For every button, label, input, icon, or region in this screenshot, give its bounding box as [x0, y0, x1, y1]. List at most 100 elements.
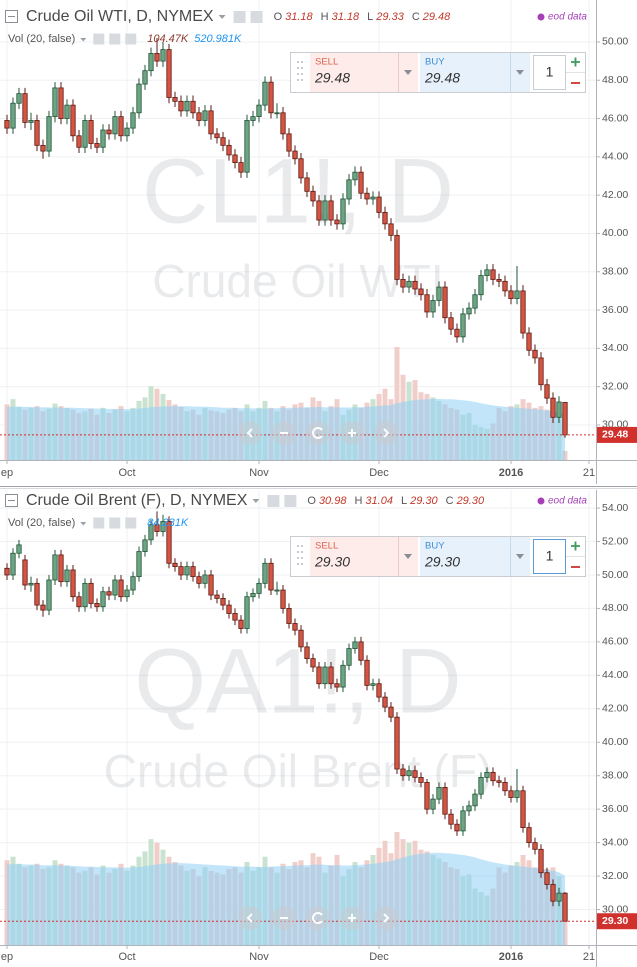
candle-body	[16, 93, 22, 104]
volume-icon[interactable]	[109, 517, 121, 529]
candle-body	[208, 110, 214, 135]
y-tick-label: 42.00	[602, 703, 628, 715]
volume-icon[interactable]	[109, 33, 121, 45]
grip-dot	[301, 79, 303, 81]
sell-dropdown[interactable]	[404, 554, 412, 559]
x-tick-label: Nov	[249, 951, 269, 963]
quantity-box[interactable]	[533, 539, 566, 574]
candle-body	[460, 313, 466, 338]
title-icon[interactable]	[284, 495, 297, 507]
volume-value: 84.231K	[147, 517, 189, 529]
candle-body	[538, 357, 544, 386]
last-price-tag	[597, 426, 637, 443]
volume-dropdown[interactable]	[80, 38, 87, 42]
quantity: 1	[546, 64, 554, 80]
sell-button[interactable]	[310, 53, 418, 92]
candle-body	[370, 196, 376, 200]
candle-body	[490, 269, 496, 280]
buy-button[interactable]	[420, 537, 530, 576]
buy-dropdown[interactable]	[516, 554, 524, 559]
candle-body	[178, 100, 184, 112]
y-tick-label: 48.00	[602, 602, 628, 614]
candle-body	[268, 81, 274, 114]
volume-icon[interactable]	[93, 517, 105, 529]
nav-button[interactable]	[238, 421, 262, 445]
buy-button[interactable]	[420, 53, 530, 92]
ohlc-value: 31.04	[365, 495, 393, 507]
candle-body	[358, 171, 364, 194]
candle-body	[430, 300, 436, 313]
candle-body	[424, 782, 430, 810]
nav-icon-right	[383, 428, 390, 438]
candle-body	[370, 683, 376, 686]
candle-body	[280, 112, 286, 135]
candle-body	[442, 787, 448, 815]
nav-button[interactable]	[374, 421, 398, 445]
quantity-box[interactable]	[533, 55, 566, 90]
volume-legend: Vol (20, false)	[8, 33, 75, 45]
nav-button[interactable]	[306, 421, 330, 445]
candle-body	[376, 683, 382, 698]
sell-button[interactable]	[310, 537, 418, 576]
y-tick-label: 30.00	[602, 903, 628, 915]
candle-body	[406, 770, 412, 777]
candle-body	[184, 566, 190, 576]
chart-title: Crude Oil Brent (F), D, NYMEX	[26, 492, 248, 509]
candle-body	[64, 104, 70, 119]
last-price-tag-label: 29.48	[602, 429, 628, 441]
candle-body	[52, 554, 58, 581]
candle-body	[436, 286, 442, 301]
data-source: eod data	[548, 12, 587, 23]
title-icon[interactable]	[250, 11, 263, 23]
grip-dot	[297, 545, 299, 547]
candle-body	[352, 171, 358, 181]
stepper-plus[interactable]	[571, 57, 580, 67]
nav-icon-left	[246, 913, 253, 923]
candle-body	[256, 582, 262, 594]
nav-icon-plus	[348, 429, 356, 437]
title-dropdown[interactable]	[252, 499, 260, 503]
candle-body	[106, 129, 112, 135]
x-tick-label: ep	[1, 467, 13, 479]
candle-body	[334, 683, 340, 688]
nav-button[interactable]	[306, 906, 330, 930]
y-tick-label: 34.00	[602, 342, 628, 354]
candle-body	[244, 120, 250, 173]
candle-body	[484, 269, 490, 276]
candle-body	[430, 798, 436, 810]
ohlc-label: L	[401, 495, 407, 507]
grip-dot	[297, 557, 299, 559]
x-tick-label: Dec	[369, 467, 389, 479]
sell-label: SELL	[315, 541, 338, 552]
volume-icon[interactable]	[93, 33, 105, 45]
title-dropdown[interactable]	[218, 15, 226, 19]
volume-dropdown[interactable]	[80, 522, 87, 526]
candle-body	[394, 716, 400, 770]
grip-dot	[297, 79, 299, 81]
buy-price: 29.30	[424, 554, 460, 570]
candle-body	[130, 576, 136, 591]
candle-body	[388, 223, 394, 236]
nav-button[interactable]	[374, 906, 398, 930]
ohlc-label: L	[367, 11, 373, 23]
nav-button[interactable]	[238, 906, 262, 930]
ohlc-value: 31.18	[332, 11, 360, 23]
grip-dot	[297, 73, 299, 75]
candle-body	[88, 582, 94, 604]
candle-body	[376, 196, 382, 213]
title-icon[interactable]	[233, 11, 246, 23]
candle-body	[82, 582, 88, 608]
candle-body	[100, 591, 106, 608]
volume-ma-value: 520.981K	[194, 33, 242, 45]
y-tick-label: 46.00	[602, 112, 628, 124]
volume-icon[interactable]	[125, 33, 137, 45]
candle-body	[202, 574, 208, 584]
stepper-plus[interactable]	[571, 541, 580, 551]
sell-dropdown[interactable]	[404, 70, 412, 75]
title-icon[interactable]	[267, 495, 280, 507]
volume-value: 104.47K	[147, 33, 189, 45]
volume-icon[interactable]	[125, 517, 137, 529]
buy-dropdown[interactable]	[516, 70, 524, 75]
candle-body	[4, 567, 10, 576]
